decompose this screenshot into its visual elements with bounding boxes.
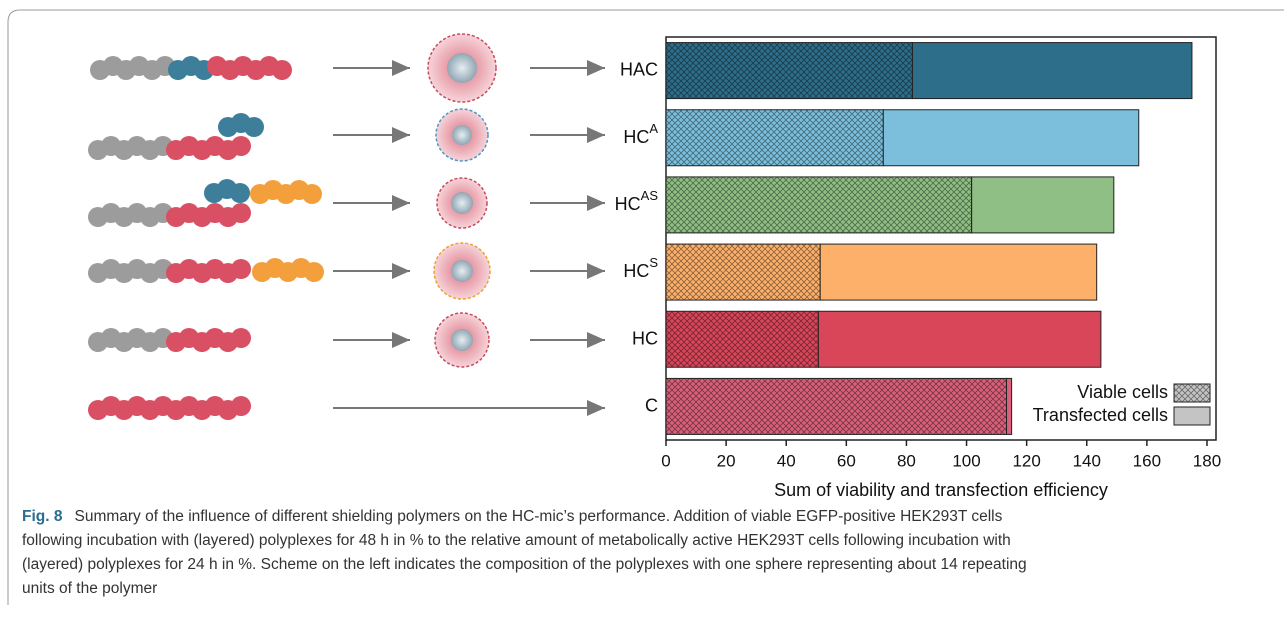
x-tick-label: 180 bbox=[1193, 451, 1221, 470]
bar-segment bbox=[666, 244, 820, 300]
caption-line: following incubation with (layered) poly… bbox=[22, 532, 1011, 549]
x-tick-label: 120 bbox=[1012, 451, 1040, 470]
bar-segment bbox=[666, 110, 883, 166]
x-tick-label: 80 bbox=[897, 451, 916, 470]
x-tick-label: 0 bbox=[661, 451, 670, 470]
x-tick-label: 100 bbox=[952, 451, 980, 470]
bar-segment bbox=[820, 244, 1097, 300]
y-tick-label: HC bbox=[632, 328, 658, 348]
x-tick-label: 160 bbox=[1133, 451, 1161, 470]
y-tick-label: HCAS bbox=[615, 188, 659, 213]
bead bbox=[230, 183, 250, 203]
x-axis-title: Sum of viability and transfection effici… bbox=[774, 480, 1108, 500]
category: HAC bbox=[620, 59, 658, 79]
y-tick-label: HCS bbox=[623, 256, 658, 281]
bar-segment bbox=[666, 177, 972, 233]
legend-label: Viable cells bbox=[1077, 382, 1168, 402]
caption-line: (layered) polyplexes for 24 h in %. Sche… bbox=[22, 556, 1027, 573]
particle-core bbox=[447, 53, 477, 83]
bar-segment bbox=[818, 311, 1101, 367]
bead bbox=[244, 117, 264, 137]
legend-swatch bbox=[1174, 407, 1210, 425]
bar-segment bbox=[1007, 378, 1012, 434]
bead bbox=[231, 328, 251, 348]
y-tick-label: C bbox=[645, 395, 658, 415]
chart: Sum of viability and transfection effici… bbox=[615, 37, 1222, 500]
category: HC bbox=[632, 328, 658, 348]
x-tick-label: 40 bbox=[777, 451, 796, 470]
bead bbox=[304, 262, 324, 282]
bar-segment bbox=[912, 43, 1192, 99]
caption-line: Fig. 8 Summary of the influence of differ… bbox=[22, 508, 1003, 525]
caption-label: Fig. 8 bbox=[22, 508, 63, 525]
y-tick-label: HAC bbox=[620, 59, 658, 79]
scheme bbox=[88, 34, 605, 420]
bead bbox=[231, 136, 251, 156]
particle-core bbox=[452, 125, 472, 145]
caption-line: units of the polymer bbox=[22, 580, 157, 597]
category: HC bbox=[615, 194, 641, 214]
bead bbox=[231, 396, 251, 416]
particle-core bbox=[451, 260, 473, 282]
bead bbox=[302, 184, 322, 204]
category-superscript: AS bbox=[641, 188, 659, 203]
y-tick-label: HCA bbox=[623, 121, 658, 146]
bead bbox=[231, 259, 251, 279]
bar-segment bbox=[883, 110, 1138, 166]
bar-segment bbox=[666, 378, 1007, 434]
category: HC bbox=[623, 261, 649, 281]
page: Sum of viability and transfection effici… bbox=[0, 0, 1284, 618]
x-tick-label: 60 bbox=[837, 451, 856, 470]
category-superscript: A bbox=[649, 121, 658, 136]
legend-label: Transfected cells bbox=[1033, 405, 1168, 425]
bar-segment bbox=[666, 311, 818, 367]
x-tick-label: 20 bbox=[717, 451, 736, 470]
category: HC bbox=[623, 127, 649, 147]
figure: Sum of viability and transfection effici… bbox=[0, 0, 1284, 618]
bead bbox=[272, 60, 292, 80]
category-superscript: S bbox=[649, 256, 658, 271]
particle-core bbox=[451, 192, 473, 214]
caption-text: Summary of the influence of different sh… bbox=[74, 508, 1002, 525]
bead bbox=[231, 203, 251, 223]
particle-core bbox=[451, 329, 473, 351]
bar-segment bbox=[666, 43, 912, 99]
category: C bbox=[645, 395, 658, 415]
bar-segment bbox=[972, 177, 1114, 233]
x-tick-label: 140 bbox=[1073, 451, 1101, 470]
legend-swatch bbox=[1174, 384, 1210, 402]
